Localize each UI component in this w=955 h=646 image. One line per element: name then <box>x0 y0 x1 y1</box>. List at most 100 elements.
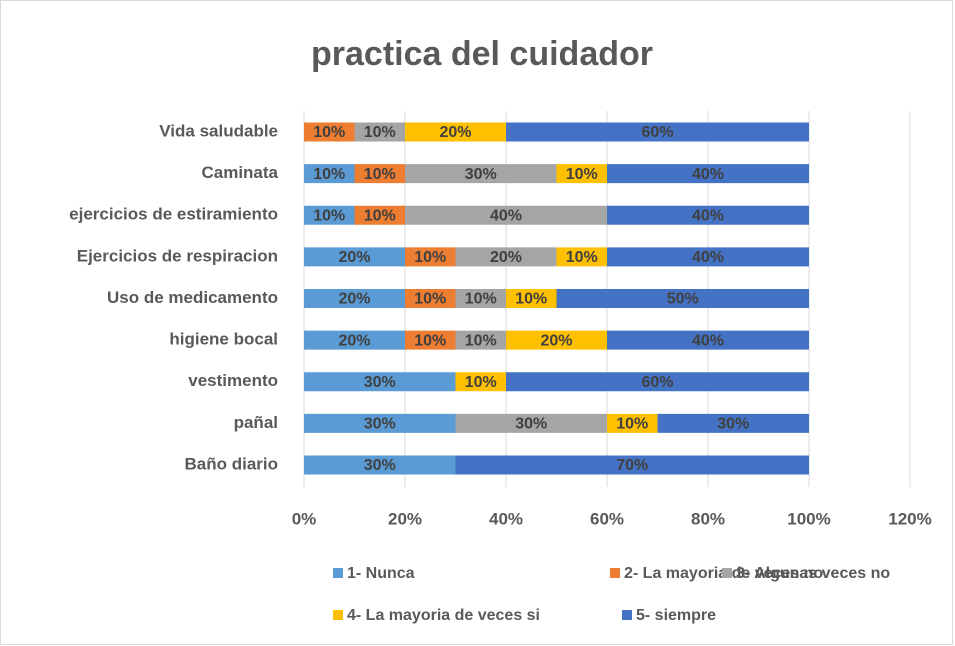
y-tick-label: Baño diario <box>184 454 278 473</box>
bar-segment <box>455 372 506 392</box>
data-label: 10% <box>313 207 345 224</box>
y-tick-label: vestimento <box>188 371 278 390</box>
bar-segment <box>304 164 355 184</box>
bar-segment <box>354 122 405 142</box>
y-tick-label: Ejercicios de respiracion <box>77 246 278 265</box>
bar-segment <box>405 289 456 308</box>
data-label: 10% <box>465 291 497 308</box>
y-tick-label: higiene bocal <box>169 330 278 349</box>
data-label: 30% <box>465 166 497 183</box>
bar-segment <box>455 289 506 308</box>
bar-segment <box>455 455 809 475</box>
bar-segment <box>657 413 809 433</box>
data-label: 10% <box>364 166 396 183</box>
bar-segment <box>304 122 355 142</box>
bar-segment <box>304 205 355 225</box>
data-label: 50% <box>667 291 699 308</box>
legend-swatch <box>610 568 620 578</box>
legend-swatch <box>333 610 343 620</box>
data-label: 20% <box>338 249 370 266</box>
bar-segment <box>607 413 658 433</box>
bar-segment <box>607 330 809 350</box>
x-tick-label: 20% <box>388 509 422 528</box>
y-tick-label: Uso de medicamento <box>107 288 278 307</box>
data-label: 40% <box>692 249 724 266</box>
bar-segment <box>607 164 809 184</box>
data-label: 10% <box>364 207 396 224</box>
bar-segment <box>455 330 506 350</box>
data-label: 10% <box>465 332 497 349</box>
bar-segment <box>304 330 405 350</box>
bar-segment <box>556 164 607 184</box>
data-label: 20% <box>338 291 370 308</box>
data-label: 10% <box>515 291 547 308</box>
bar-segment <box>304 247 405 267</box>
legend-label: 5- siempre <box>636 607 716 624</box>
legend-label: 4- La mayoria de veces si <box>347 607 540 624</box>
data-label: 20% <box>439 124 471 141</box>
y-tick-label: ejercicios de estiramiento <box>69 205 278 224</box>
bar-segment <box>304 413 456 433</box>
bar-segment <box>506 289 557 308</box>
bar-segment <box>405 330 456 350</box>
y-tick-label: pañal <box>234 413 278 432</box>
bar-segment <box>354 205 405 225</box>
bar-segment <box>506 122 809 142</box>
data-label: 20% <box>338 332 370 349</box>
chart-title: practica del cuidador <box>311 35 653 73</box>
x-tick-label: 100% <box>787 509 830 528</box>
data-label: 40% <box>490 207 522 224</box>
y-tick-label: Vida saludable <box>159 121 278 140</box>
data-label: 10% <box>364 124 396 141</box>
legend-swatch <box>622 610 632 620</box>
bar-segment <box>607 247 809 267</box>
bar-segment <box>354 164 405 184</box>
data-label: 20% <box>490 249 522 266</box>
legend-label: 3- Algunas veces no <box>736 565 890 582</box>
data-label: 30% <box>364 374 396 391</box>
bar-segment <box>506 330 607 350</box>
data-label: 70% <box>616 457 648 474</box>
x-tick-label: 60% <box>590 509 624 528</box>
bar-segment <box>455 247 557 267</box>
data-label: 10% <box>313 124 345 141</box>
data-label: 10% <box>313 166 345 183</box>
bar-segment <box>556 247 607 267</box>
data-label: 30% <box>717 416 749 433</box>
legend-swatch <box>333 568 343 578</box>
x-tick-label: 120% <box>888 509 931 528</box>
data-label: 10% <box>414 249 446 266</box>
data-label: 40% <box>692 166 724 183</box>
bar-segment <box>405 205 607 225</box>
data-label: 60% <box>641 374 673 391</box>
bar-segment <box>556 289 809 308</box>
x-tick-label: 40% <box>489 509 523 528</box>
bar-segment <box>607 205 809 225</box>
data-label: 10% <box>616 416 648 433</box>
data-label: 10% <box>566 249 598 266</box>
legend-label: 1- Nunca <box>347 565 415 582</box>
bar-segment <box>405 164 557 184</box>
bar-segment <box>405 122 506 142</box>
bar-segment <box>304 289 405 308</box>
bar-segment <box>304 372 456 392</box>
data-label: 30% <box>364 457 396 474</box>
bar-segment <box>405 247 456 267</box>
bar-segment <box>304 455 456 475</box>
data-label: 40% <box>692 207 724 224</box>
data-label: 30% <box>364 416 396 433</box>
data-label: 10% <box>465 374 497 391</box>
bar-segment <box>506 372 809 392</box>
data-label: 60% <box>641 124 673 141</box>
x-tick-label: 80% <box>691 509 725 528</box>
data-label: 30% <box>515 416 547 433</box>
legend-swatch <box>722 568 732 578</box>
data-label: 10% <box>566 166 598 183</box>
data-label: 10% <box>414 332 446 349</box>
data-label: 10% <box>414 291 446 308</box>
bar-segment <box>455 413 607 433</box>
y-tick-label: Caminata <box>201 163 278 182</box>
data-label: 20% <box>540 332 572 349</box>
